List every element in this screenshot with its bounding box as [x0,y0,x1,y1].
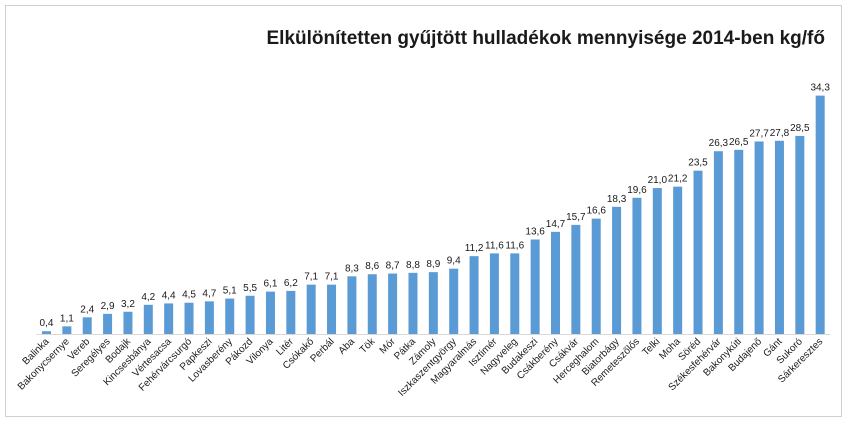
bar [143,304,153,334]
bar-value-label: 8,7 [386,261,400,272]
bar [286,290,296,334]
bar [734,149,744,334]
bar-value-label: 8,3 [345,263,359,274]
bar-value-label: 5,5 [243,283,257,294]
bar-value-label: 19,6 [627,185,647,196]
bar [265,291,275,334]
bar [673,186,683,334]
bar [632,197,642,334]
bar-value-label: 23,5 [688,158,708,169]
bar [103,313,113,335]
bar [225,298,235,335]
bar [713,151,723,334]
bar-value-label: 21,0 [648,175,668,186]
bar-value-label: 27,8 [770,128,790,139]
bar-value-label: 11,6 [485,240,504,251]
bar-value-label: 21,2 [668,174,688,185]
bar-value-label: 6,2 [284,278,298,289]
bar-value-label: 16,6 [586,206,606,217]
bar [327,284,337,334]
bar [449,268,459,334]
bar-value-label: 2,9 [101,301,115,312]
bar-value-label: 8,8 [406,260,420,271]
bar [774,140,784,334]
bar [123,311,133,334]
bar [693,170,703,334]
bar [754,141,764,334]
bar-value-label: 27,7 [749,128,769,139]
bar-value-label: 4,4 [162,290,176,301]
bar [306,284,316,334]
bar-value-label: 2,4 [80,304,94,315]
bar-value-label: 13,6 [525,226,545,237]
bar-value-label: 34,3 [810,83,830,94]
bar [204,301,214,334]
bar [591,218,601,334]
bar-value-label: 7,1 [304,272,318,283]
bar [551,231,560,334]
bar-value-label: 4,5 [182,290,196,301]
bar-value-label: 5,1 [223,286,237,297]
bar-value-label: 11,6 [505,240,524,251]
bar [388,273,398,334]
bar [469,256,479,334]
chart-title: Elkülönítetten gyűjtött hulladékok menny… [266,28,826,49]
bar [245,295,255,334]
bar-value-label: 28,5 [790,123,810,134]
bar [795,135,805,334]
bar [510,253,520,334]
bar-value-label: 4,7 [202,288,216,299]
bar-value-label: 15,7 [566,212,586,223]
bar [571,224,581,334]
bar-value-label: 7,1 [325,272,339,283]
bar [62,326,72,335]
bar [530,239,540,334]
bar [347,276,357,334]
bar-value-label: 3,2 [121,299,135,310]
category-label: Aba [337,336,358,357]
bar [652,188,662,334]
bar [367,274,377,334]
bar-value-label: 26,5 [729,137,749,148]
bar-value-label: 6,1 [264,279,278,290]
bar [184,302,194,335]
bar [815,95,825,335]
bar [82,317,92,334]
category-label: Tök [358,336,378,356]
bar-value-label: 14,7 [546,219,566,230]
bar-value-label: 8,9 [426,259,440,270]
bar [612,206,622,334]
bar [408,272,418,334]
bar-value-label: 4,2 [141,292,155,303]
bar [164,303,174,334]
bar-value-label: 18,3 [607,194,627,205]
bar [489,253,499,334]
bar-value-label: 1,1 [60,313,74,324]
bar [428,272,438,334]
bar-value-label: 26,3 [709,138,729,149]
bar-value-label: 9,4 [447,256,461,267]
bar-value-label: 0,4 [40,318,54,329]
bar-value-label: 8,6 [365,261,379,272]
bar-value-label: 11,2 [465,243,484,254]
bar [42,331,51,334]
